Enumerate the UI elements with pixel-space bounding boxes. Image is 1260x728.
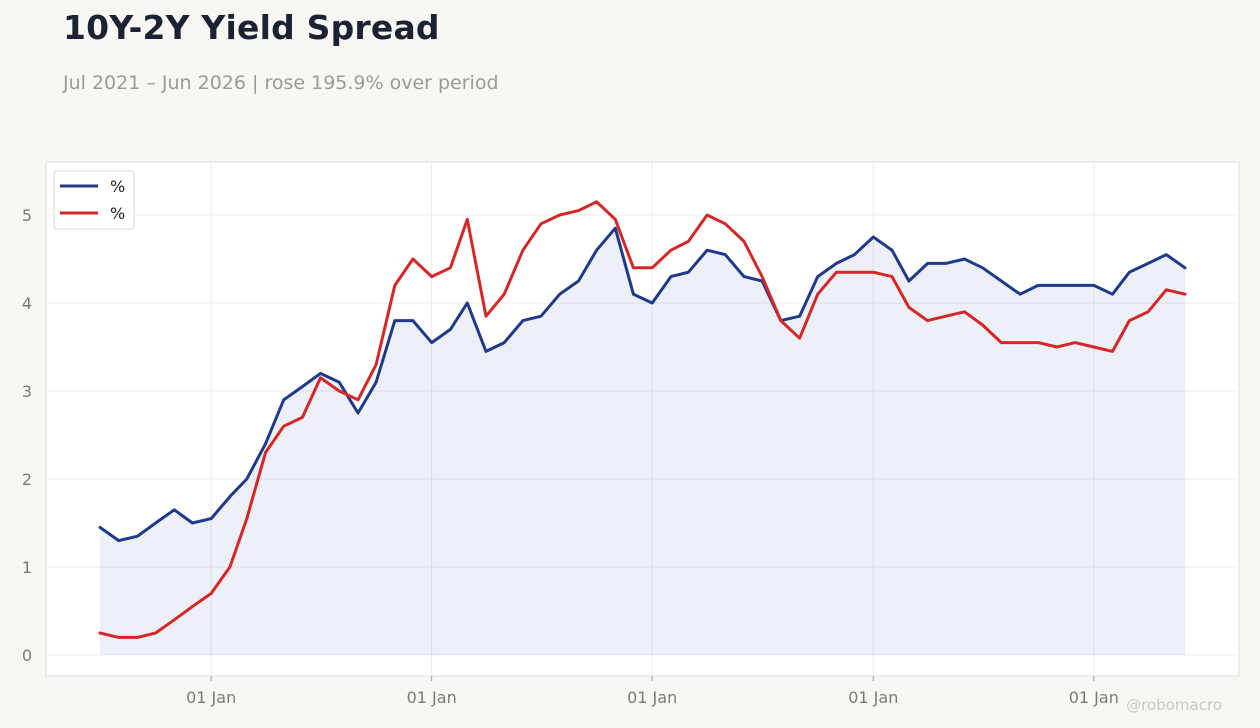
- y-tick-label: 2: [22, 470, 32, 489]
- chart-title: 10Y-2Y Yield Spread: [63, 8, 440, 47]
- y-tick-label: 3: [22, 382, 32, 401]
- y-tick-label: 4: [22, 294, 32, 313]
- x-axis-ticks: 01 Jan 01 Jan 01 Jan 01 Jan 01 Jan: [186, 676, 1119, 707]
- x-tick-label: 01 Jan: [627, 688, 677, 707]
- chart-subtitle: Jul 2021 – Jun 2026 | rose 195.9% over p…: [63, 72, 499, 94]
- x-tick-label: 01 Jan: [186, 688, 236, 707]
- legend: %%: [53, 170, 135, 230]
- series-0-line: [98, 226, 1187, 543]
- legend-label: %: [110, 177, 125, 196]
- x-tick-label: 01 Jan: [848, 688, 898, 707]
- x-tick-label: 01 Jan: [1069, 688, 1119, 707]
- series-0-area: [100, 228, 1185, 655]
- y-tick-label: 1: [22, 558, 32, 577]
- y-tick-label: 5: [22, 206, 32, 225]
- series-1-line: [98, 200, 1187, 639]
- watermark: @robomacro: [1126, 696, 1222, 714]
- series-lines: [98, 200, 1187, 639]
- x-tick-label: 01 Jan: [407, 688, 457, 707]
- area-fill: [100, 228, 1185, 655]
- y-axis-ticks: 0 1 2 3 4 5: [22, 206, 32, 665]
- legend-label: %: [110, 204, 125, 223]
- plot-area: [45, 161, 1240, 677]
- y-tick-label: 0: [22, 646, 32, 665]
